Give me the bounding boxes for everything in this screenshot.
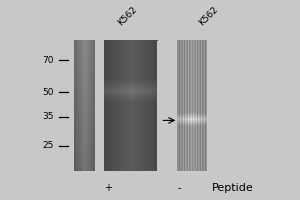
- Bar: [158, 41, 177, 171]
- Text: K562: K562: [116, 4, 138, 27]
- Text: K562: K562: [198, 4, 220, 27]
- Text: 70: 70: [42, 56, 53, 65]
- Text: +: +: [104, 183, 112, 193]
- Text: 35: 35: [42, 112, 53, 121]
- Text: -: -: [178, 183, 181, 193]
- Text: 50: 50: [42, 88, 53, 97]
- Text: Peptide: Peptide: [212, 183, 254, 193]
- Text: 25: 25: [42, 141, 53, 150]
